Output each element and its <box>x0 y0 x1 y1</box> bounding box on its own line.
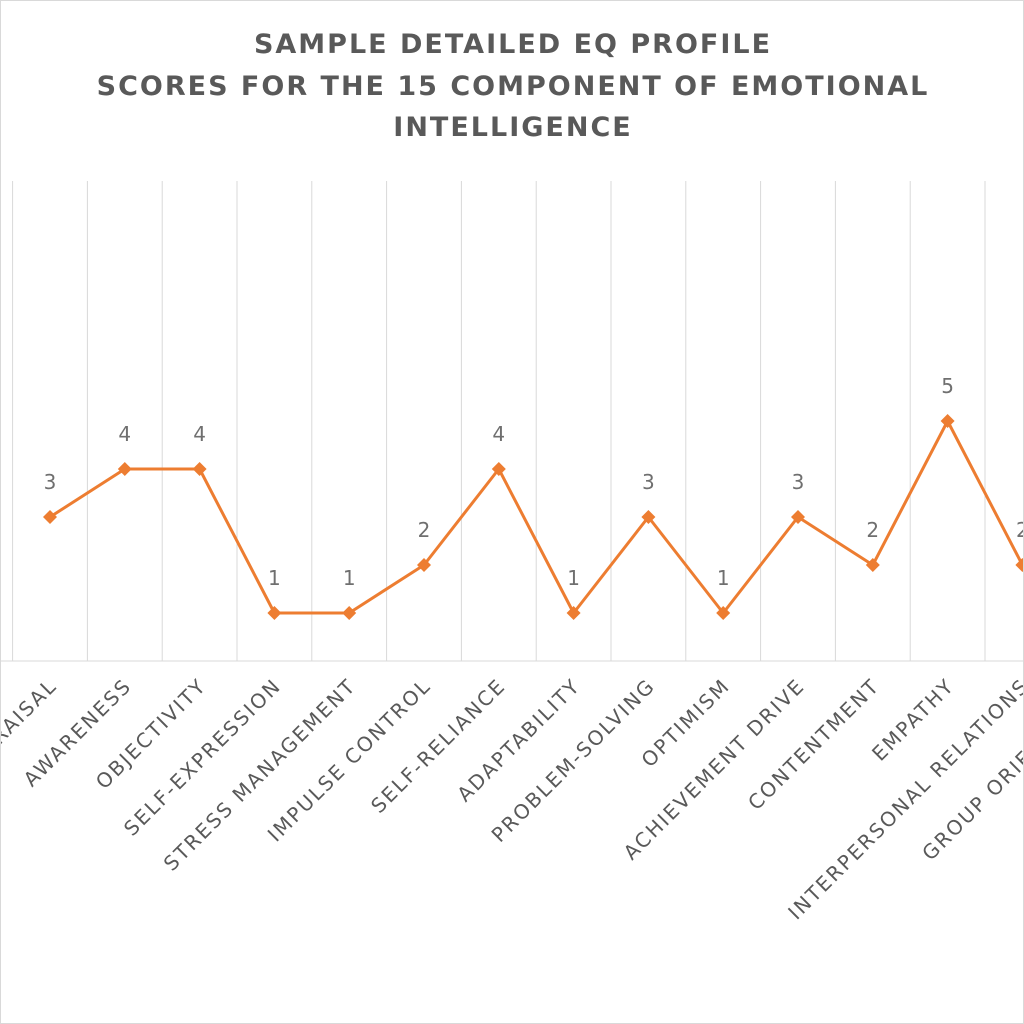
data-label: 1 <box>717 566 730 590</box>
data-point-marker <box>192 462 207 476</box>
data-label: 3 <box>642 470 655 494</box>
data-point-marker <box>641 510 656 524</box>
data-point-marker <box>117 462 132 476</box>
category-labels: APPRAISALAWARENESSOBJECTIVITYSELF-EXPRES… <box>1 674 1023 925</box>
series-eq-scores <box>43 414 1023 620</box>
data-label: 4 <box>492 422 505 446</box>
data-point-marker <box>417 558 431 572</box>
chart-title-line-2: SCORES FOR THE 15 COMPONENT OF EMOTIONAL <box>96 71 930 102</box>
gridlines <box>12 181 986 661</box>
data-point-marker <box>267 606 282 620</box>
data-label: 1 <box>268 566 281 590</box>
data-label: 5 <box>941 374 954 398</box>
data-point-marker <box>1015 558 1023 572</box>
data-label: 1 <box>343 566 356 590</box>
data-point-marker <box>566 606 581 620</box>
data-point-marker <box>342 606 357 620</box>
data-label: 3 <box>44 470 57 494</box>
chart-title-line-3: INTELLIGENCE <box>393 112 633 143</box>
series-line <box>49 419 1023 615</box>
data-labels: 3 4 4 1 1 2 4 1 3 1 3 2 5 2 <box>44 374 1024 590</box>
data-point-marker <box>491 462 506 476</box>
data-label: 3 <box>792 470 805 494</box>
data-label: 2 <box>1016 518 1024 542</box>
data-label: 4 <box>118 422 131 446</box>
data-point-marker <box>865 558 880 572</box>
data-label: 1 <box>567 566 580 590</box>
category-label: CONTENTMENT <box>743 674 884 815</box>
data-label: 2 <box>418 518 431 542</box>
data-label: 2 <box>866 518 879 542</box>
data-point-marker <box>940 414 955 428</box>
data-point-marker <box>716 606 731 620</box>
data-label: 4 <box>193 422 206 446</box>
chart-title-line-1: SAMPLE DETAILED EQ PROFILE <box>253 29 773 60</box>
category-label: SELF-RELIANCE <box>366 674 510 818</box>
data-point-marker <box>791 510 805 524</box>
data-point-marker <box>43 510 57 524</box>
